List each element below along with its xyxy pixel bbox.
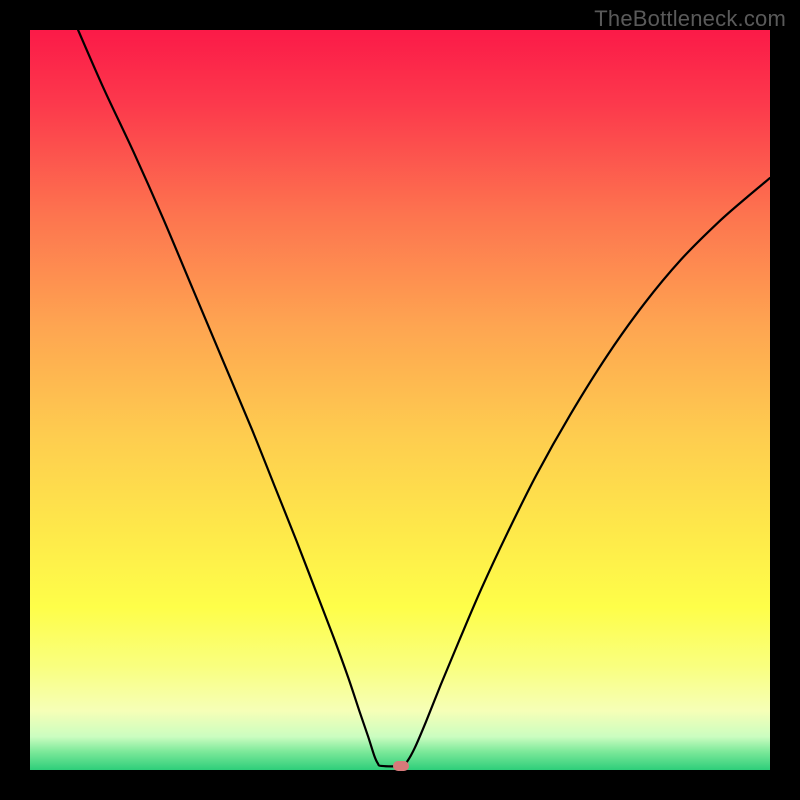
minimum-marker	[393, 761, 409, 771]
gradient-background	[30, 30, 770, 770]
chart-container: TheBottleneck.com	[0, 0, 800, 800]
watermark-text: TheBottleneck.com	[594, 6, 786, 32]
plot-area	[30, 30, 770, 770]
